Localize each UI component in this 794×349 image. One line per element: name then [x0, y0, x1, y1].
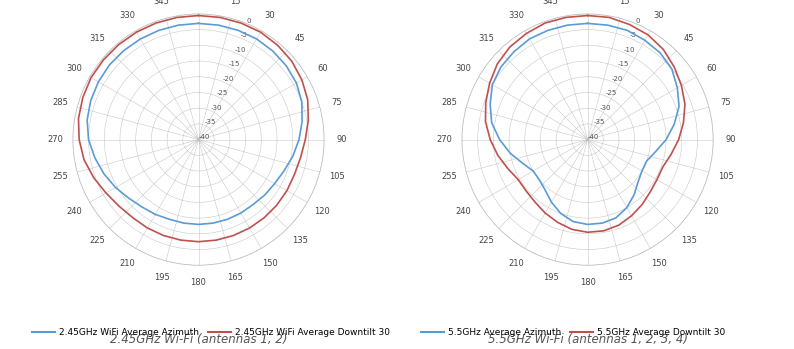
Legend: 5.5GHz Average Azimuth, 5.5GHz Average Downtilt 30: 5.5GHz Average Azimuth, 5.5GHz Average D… [418, 325, 730, 341]
Legend: 2.45GHz WiFi Average Azimuth, 2.45GHz WiFi Average Downtilt 30: 2.45GHz WiFi Average Azimuth, 2.45GHz Wi… [29, 325, 394, 341]
Text: 5.5GHz Wi-Fi (antennas 1, 2, 3, 4): 5.5GHz Wi-Fi (antennas 1, 2, 3, 4) [488, 333, 688, 346]
Text: 2.45GHz Wi-Fi (antennas 1, 2): 2.45GHz Wi-Fi (antennas 1, 2) [110, 333, 287, 346]
